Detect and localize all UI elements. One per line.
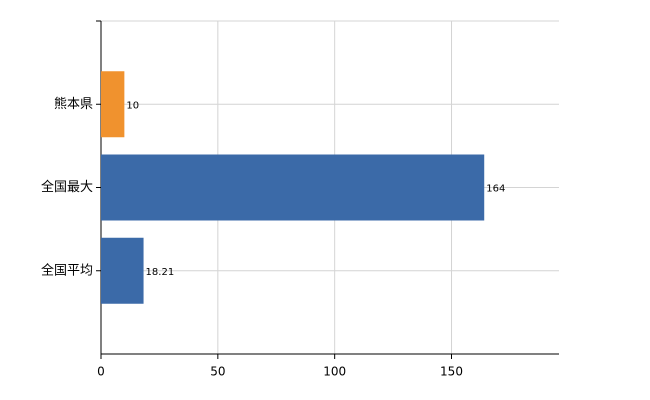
bar xyxy=(101,154,485,221)
bar xyxy=(101,237,144,304)
x-tick-label: 150 xyxy=(440,365,463,379)
y-tick-label: 全国平均 xyxy=(41,262,93,278)
bar xyxy=(101,71,125,138)
value-label: 164 xyxy=(486,184,505,195)
x-tick-label: 0 xyxy=(97,365,105,379)
y-tick-label: 全国最大 xyxy=(41,179,93,195)
x-tick-label: 100 xyxy=(323,365,346,379)
y-tick-label: 熊本県 xyxy=(54,96,93,112)
value-label: 18.21 xyxy=(146,267,175,278)
value-label: 10 xyxy=(126,100,139,111)
x-tick-label: 50 xyxy=(210,365,225,379)
